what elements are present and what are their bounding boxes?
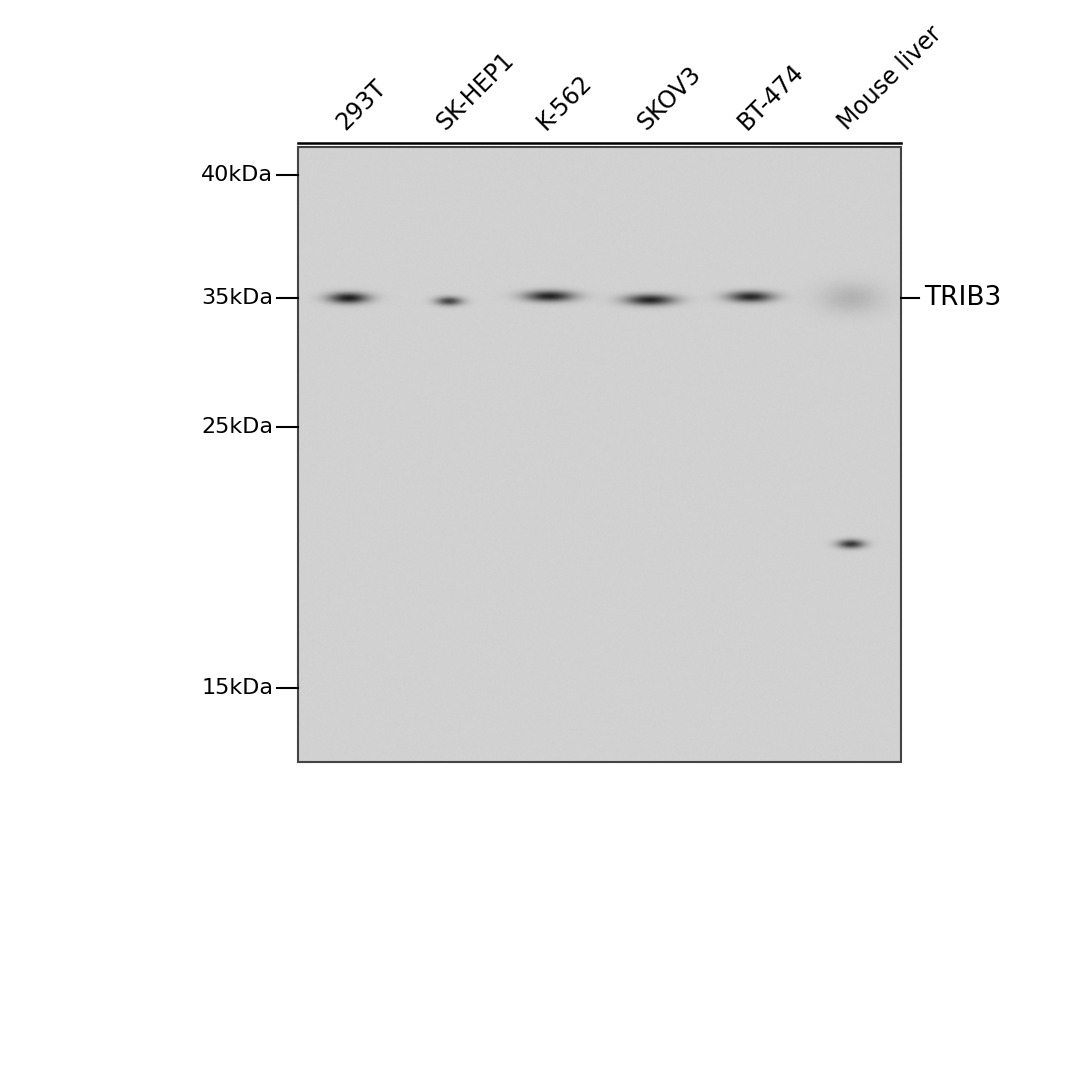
Text: 25kDa: 25kDa: [201, 417, 273, 437]
Bar: [298, 147, 901, 761]
Text: BT-474: BT-474: [733, 60, 808, 135]
Text: SK-HEP1: SK-HEP1: [432, 48, 518, 135]
Text: K-562: K-562: [532, 71, 596, 135]
Text: SKOV3: SKOV3: [633, 62, 705, 135]
Text: 40kDa: 40kDa: [201, 165, 273, 185]
Text: Mouse liver: Mouse liver: [834, 22, 946, 135]
Text: 293T: 293T: [332, 75, 391, 135]
Text: 35kDa: 35kDa: [201, 288, 273, 307]
Text: 15kDa: 15kDa: [201, 678, 273, 698]
Text: TRIB3: TRIB3: [924, 285, 1001, 311]
